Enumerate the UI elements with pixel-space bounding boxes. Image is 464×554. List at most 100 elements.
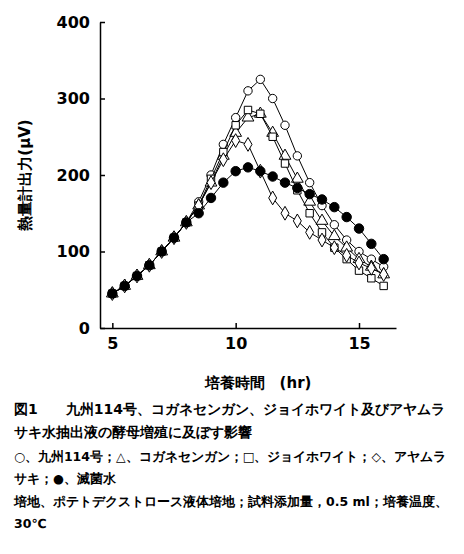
series-line bbox=[112, 141, 383, 294]
x-tick: 10 bbox=[225, 323, 247, 353]
y-axis: 0 100 200 300 400 bbox=[57, 13, 105, 338]
series-marker bbox=[280, 178, 289, 187]
series-marker bbox=[157, 247, 166, 256]
series-marker bbox=[316, 214, 328, 224]
x-tick-label: 5 bbox=[107, 334, 118, 353]
series-marker bbox=[145, 258, 153, 272]
y-tick: 400 bbox=[57, 13, 105, 32]
series-marker bbox=[170, 231, 178, 245]
y-tick-label: 300 bbox=[57, 89, 90, 108]
series-marker bbox=[281, 160, 288, 167]
x-tick-label: 15 bbox=[348, 334, 370, 353]
legend-entry: ◇、アヤムラ bbox=[371, 449, 446, 464]
note: 30℃ bbox=[14, 516, 47, 531]
series-marker bbox=[293, 214, 301, 228]
chart: 510150100200300400熱量計出力(μV)培養時間 (hr)図1 九… bbox=[0, 0, 464, 554]
series-marker bbox=[132, 271, 141, 280]
series-line bbox=[112, 110, 383, 294]
y-tick-label: 0 bbox=[79, 319, 90, 338]
series-marker bbox=[269, 191, 277, 205]
legend-entry: ； bbox=[230, 449, 243, 464]
y-tick-mark bbox=[100, 251, 105, 253]
series-marker bbox=[145, 261, 153, 269]
series-marker bbox=[182, 218, 190, 226]
series-marker bbox=[305, 189, 314, 198]
series-marker bbox=[145, 261, 154, 270]
series-marker bbox=[169, 233, 178, 242]
series-marker bbox=[182, 218, 191, 227]
series-marker bbox=[158, 245, 166, 259]
series-marker bbox=[281, 206, 289, 220]
series-marker bbox=[355, 256, 363, 270]
y-tick-mark bbox=[100, 98, 105, 100]
series-marker bbox=[367, 239, 376, 248]
series-marker bbox=[380, 268, 388, 282]
y-tick: 200 bbox=[57, 166, 105, 185]
series-marker bbox=[207, 176, 215, 190]
series-marker bbox=[133, 269, 141, 283]
series-marker bbox=[330, 202, 339, 211]
y-tick-label: 400 bbox=[57, 13, 90, 32]
y-axis-title: 熱量計出力(μV) bbox=[16, 119, 34, 231]
y-tick: 100 bbox=[57, 242, 105, 261]
series-marker bbox=[268, 94, 276, 102]
series-line bbox=[112, 114, 383, 294]
legend-entry: ○、九州114号 bbox=[14, 449, 103, 464]
x-tick: 5 bbox=[107, 323, 118, 353]
legend-entry: ； bbox=[40, 471, 53, 486]
series-marker bbox=[108, 289, 116, 297]
legend-entry: □、ジョイホワイト bbox=[243, 449, 359, 464]
series-marker bbox=[232, 134, 240, 148]
series-marker bbox=[257, 110, 264, 117]
series-marker bbox=[219, 153, 227, 167]
x-tick-label: 10 bbox=[225, 334, 247, 353]
series-marker bbox=[194, 209, 203, 218]
series-marker bbox=[281, 121, 289, 129]
legend-entry: ； bbox=[103, 449, 116, 464]
series-marker bbox=[256, 75, 264, 83]
series-marker bbox=[269, 133, 276, 140]
legend-entry: ； bbox=[358, 449, 371, 464]
plot-area bbox=[106, 75, 389, 300]
series-marker bbox=[157, 247, 165, 255]
series-marker bbox=[206, 193, 215, 202]
x-tick: 15 bbox=[348, 323, 370, 353]
x-tick-mark bbox=[235, 323, 237, 328]
series-marker bbox=[306, 210, 313, 217]
series-marker bbox=[293, 183, 302, 192]
series-marker bbox=[379, 254, 388, 263]
series-marker bbox=[219, 178, 228, 187]
series-marker bbox=[342, 212, 351, 221]
series-marker bbox=[108, 289, 117, 298]
series-marker bbox=[244, 106, 251, 113]
series-marker bbox=[232, 122, 239, 129]
legend-entry: △、コガネセンガン bbox=[116, 449, 230, 464]
series-marker bbox=[318, 233, 326, 247]
series-marker bbox=[108, 287, 116, 301]
series-marker bbox=[244, 137, 252, 151]
x-axis: 5 10 15 bbox=[101, 323, 397, 353]
series-marker bbox=[120, 282, 128, 290]
series-marker bbox=[231, 166, 240, 175]
title: 図1 九州114号、コガネセンガン、ジョイホワイト及びアヤムラ bbox=[14, 401, 445, 417]
series-marker bbox=[380, 282, 387, 289]
title: サキ水抽出液の酵母増殖に及ぼす影響 bbox=[14, 424, 252, 440]
series-marker bbox=[330, 241, 338, 255]
series-marker bbox=[367, 261, 375, 275]
series-marker bbox=[244, 87, 252, 95]
series-marker bbox=[354, 224, 363, 233]
series-marker bbox=[328, 229, 340, 239]
series-marker bbox=[306, 225, 314, 239]
series-marker bbox=[343, 248, 351, 262]
x-tick-mark bbox=[359, 323, 361, 328]
series-marker bbox=[293, 152, 301, 160]
series-marker bbox=[133, 272, 141, 280]
series-marker bbox=[317, 195, 326, 204]
note: 培地、ポテトデクストロース液体培地；試料添加量，0.5 ml；培養温度、 bbox=[13, 494, 448, 509]
series-marker bbox=[256, 164, 264, 178]
series-line bbox=[112, 167, 383, 293]
y-tick-mark bbox=[100, 22, 105, 24]
series-marker bbox=[243, 163, 252, 172]
series-marker bbox=[121, 279, 129, 293]
y-tick: 300 bbox=[57, 89, 105, 108]
